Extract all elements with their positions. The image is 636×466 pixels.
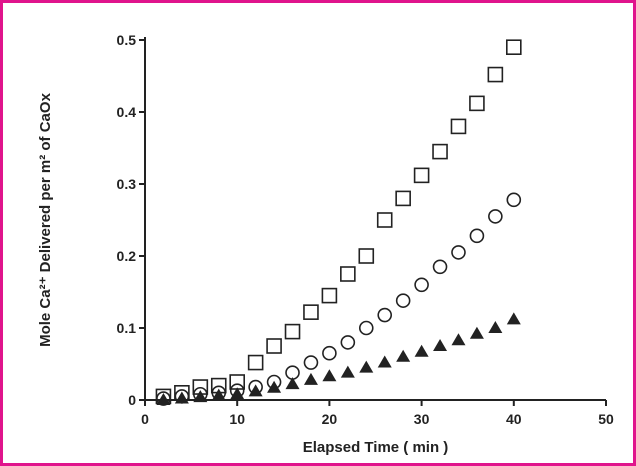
data-point-triangle [174,391,189,404]
data-point-square [266,338,282,354]
x-tick-label: 30 [414,411,430,427]
x-axis-title: Elapsed Time ( min ) [303,439,449,456]
data-point-circle [469,228,485,244]
data-point-triangle [156,393,171,405]
x-tick-label: 40 [506,411,522,427]
data-point-circle [322,345,337,361]
data-point-square [321,287,338,304]
data-point-square [487,66,504,83]
x-tick-label: 10 [229,411,245,427]
y-axis-title: Mole Ca²⁺ Delivered per m² of CaOx [37,92,54,346]
data-point-square [432,143,448,160]
series-open-square [155,39,522,405]
data-point-square [413,167,430,184]
data-point-square [376,212,393,228]
data-point-triangle [377,355,392,368]
data-point-triangle [248,384,263,397]
data-point-circle [432,259,448,275]
data-point-circle [377,307,393,323]
data-point-square [247,354,264,371]
data-markers [155,39,522,406]
data-point-triangle [230,387,245,400]
data-point-circle [414,277,429,293]
data-point-triangle [340,365,355,378]
data-point-circle [303,355,319,370]
data-point-square [505,39,522,56]
data-point-triangle [414,344,429,357]
data-point-triangle [433,339,448,351]
data-point-square [469,95,485,112]
y-tick-label: 0 [128,392,136,408]
data-point-circle [488,209,503,224]
data-point-triangle [506,312,521,325]
data-point-square [303,304,319,320]
data-point-square [395,190,411,207]
data-point-circle [395,293,411,308]
x-tick-label: 20 [322,411,338,427]
data-point-triangle [303,372,318,385]
series-open-circle [156,192,522,406]
data-point-square [340,266,356,282]
data-point-circle [451,245,466,260]
data-point-circle [358,320,374,336]
x-tick-label: 50 [598,411,614,427]
data-point-triangle [451,333,466,346]
data-point-circle [156,391,171,406]
data-point-circle [506,192,522,208]
y-tick-label: 0.4 [117,104,137,120]
data-point-triangle [488,321,503,333]
data-point-triangle [267,380,282,393]
data-point-triangle [359,360,374,373]
data-point-square [358,248,375,264]
scatter-chart: 0 10 20 30 40 50 0 0.1 0.2 0.3 0.4 0.5 Elapsed Time… [37,32,614,456]
series-filled-triangle [156,312,521,405]
y-tick-label: 0.3 [117,176,137,192]
data-point-triangle [193,390,208,403]
data-point-triangle [285,377,300,390]
y-tick-label: 0.2 [117,248,137,264]
data-point-triangle [469,326,484,339]
y-tick-label: 0.5 [117,32,137,48]
data-point-triangle [322,369,337,382]
data-point-triangle [211,388,226,401]
data-point-square [284,323,301,340]
y-tick-label: 0.1 [117,320,137,336]
axes [144,37,606,401]
data-point-square [450,118,467,135]
data-point-circle [340,335,356,350]
ticks: 0 10 20 30 40 50 0 0.1 0.2 0.3 0.4 0.5 [117,32,614,427]
data-point-triangle [396,349,411,362]
x-tick-label: 0 [141,411,149,427]
